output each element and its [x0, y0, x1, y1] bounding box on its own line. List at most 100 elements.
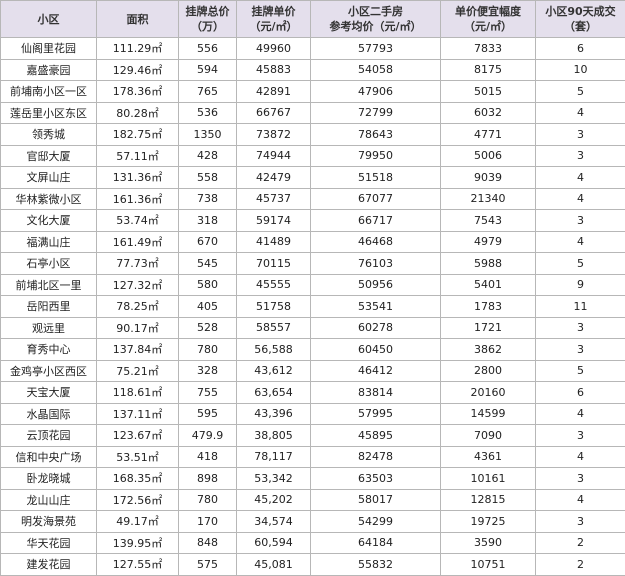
table-cell: 3: [535, 144, 625, 167]
header-text: （万）: [191, 20, 224, 33]
table-cell: 5006: [440, 144, 536, 167]
table-cell: 670: [178, 230, 237, 253]
table-cell: 45737: [236, 187, 311, 210]
header-cell: 挂牌总价 （万）: [178, 0, 237, 38]
table-row: 龙山山庄 172.56㎡ 780 45,202 58017 12815 4: [0, 488, 625, 511]
table-cell: 50956: [310, 273, 441, 296]
table-cell: 545: [178, 252, 237, 275]
table-cell: 63,654: [236, 381, 311, 404]
header-cell: 小区二手房 参考均价（元/㎡）: [310, 0, 441, 38]
table-cell: 2800: [440, 359, 536, 382]
table-row: 领秀城 182.75㎡ 1350 73872 78643 4771 3: [0, 123, 625, 146]
table-row: 华天花园 139.95㎡ 848 60,594 64184 3590 2: [0, 531, 625, 554]
table-cell: 765: [178, 80, 237, 103]
table-cell: 594: [178, 58, 237, 81]
table-cell: 172.56㎡: [96, 488, 179, 511]
table-row: 华林紫微小区 161.36㎡ 738 45737 67077 21340 4: [0, 187, 625, 210]
table-cell: 4: [535, 402, 625, 425]
header-text: 小区: [37, 12, 60, 26]
table-cell: 73872: [236, 123, 311, 146]
table-cell: 182.75㎡: [96, 123, 179, 146]
table-cell: 华林紫微小区: [0, 187, 97, 210]
table-row: 金鸡亭小区西区 75.21㎡ 328 43,612 46412 2800 5: [0, 359, 625, 382]
table-cell: 57995: [310, 402, 441, 425]
table-cell: 90.17㎡: [96, 316, 179, 339]
table-cell: 前埔南小区一区: [0, 80, 97, 103]
table-cell: 10161: [440, 467, 536, 490]
table-cell: 7543: [440, 209, 536, 232]
table-cell: 信和中央广场: [0, 445, 97, 468]
table-cell: 78,117: [236, 445, 311, 468]
header-text: 单价便宜幅度: [455, 5, 521, 18]
table-cell: 51518: [310, 166, 441, 189]
table-body: 仙阁里花园 111.29㎡ 556 49960 57793 7833 6 嘉盛豪园 129.46…: [0, 37, 625, 576]
table-cell: 580: [178, 273, 237, 296]
table-cell: 318: [178, 209, 237, 232]
table-cell: 21340: [440, 187, 536, 210]
header-text: 小区90天成交: [545, 5, 616, 18]
table-cell: 9: [535, 273, 625, 296]
table-row: 前埔南小区一区 178.36㎡ 765 42891 47906 5015 5: [0, 80, 625, 103]
table-cell: 43,612: [236, 359, 311, 382]
header-text: 参考均价（元/㎡）: [329, 20, 422, 33]
table-cell: 536: [178, 101, 237, 124]
table-cell: 明发海景苑: [0, 510, 97, 533]
table-row: 建发花园 127.55㎡ 575 45,081 55832 10751 2: [0, 553, 625, 576]
table-cell: 848: [178, 531, 237, 554]
table-cell: 53,342: [236, 467, 311, 490]
table-cell: 5: [535, 359, 625, 382]
table-cell: 4: [535, 445, 625, 468]
table-cell: 74944: [236, 144, 311, 167]
table-row: 育秀中心 137.84㎡ 780 56,588 60450 3862 3: [0, 338, 625, 361]
table-cell: 14599: [440, 402, 536, 425]
table-cell: 131.36㎡: [96, 166, 179, 189]
header-cell: 小区90天成交 （套）: [535, 0, 625, 38]
table-cell: 金鸡亭小区西区: [0, 359, 97, 382]
table-cell: 9039: [440, 166, 536, 189]
table-cell: 34,574: [236, 510, 311, 533]
table-cell: 55832: [310, 553, 441, 576]
table-cell: 46412: [310, 359, 441, 382]
table-cell: 42891: [236, 80, 311, 103]
header-cell: 小区: [0, 0, 97, 38]
table-cell: 官邸大厦: [0, 144, 97, 167]
table-cell: 3: [535, 123, 625, 146]
header-text: （套）: [564, 20, 597, 33]
table-cell: 53.74㎡: [96, 209, 179, 232]
table-cell: 72799: [310, 101, 441, 124]
table-cell: 755: [178, 381, 237, 404]
header-text: 面积: [126, 12, 149, 26]
table-cell: 479.9: [178, 424, 237, 447]
table-cell: 4361: [440, 445, 536, 468]
table-row: 石亭小区 77.73㎡ 545 70115 76103 5988 5: [0, 252, 625, 275]
header-row: 小区 面积 挂牌总价 （万） 挂牌单价 （元/㎡） 小区二手房 参考均价（元/㎡） 单价便宜幅度…: [0, 0, 625, 38]
table-cell: 556: [178, 37, 237, 60]
table-cell: 58017: [310, 488, 441, 511]
table-cell: 3: [535, 209, 625, 232]
table-cell: 4: [535, 488, 625, 511]
table-cell: 558: [178, 166, 237, 189]
table-cell: 领秀城: [0, 123, 97, 146]
table-cell: 嘉盛豪园: [0, 58, 97, 81]
table-cell: 118.61㎡: [96, 381, 179, 404]
table-cell: 127.32㎡: [96, 273, 179, 296]
table-cell: 4: [535, 166, 625, 189]
table-cell: 75.21㎡: [96, 359, 179, 382]
table-cell: 3: [535, 467, 625, 490]
table-cell: 20160: [440, 381, 536, 404]
table-row: 仙阁里花园 111.29㎡ 556 49960 57793 7833 6: [0, 37, 625, 60]
table-cell: 6: [535, 381, 625, 404]
table-cell: 53541: [310, 295, 441, 318]
table-cell: 1783: [440, 295, 536, 318]
table-cell: 139.95㎡: [96, 531, 179, 554]
header-text: 挂牌总价: [185, 5, 230, 18]
header-cell: 单价便宜幅度 （元/㎡）: [440, 0, 536, 38]
table-cell: 莲岳里小区东区: [0, 101, 97, 124]
table-cell: 41489: [236, 230, 311, 253]
table-cell: 428: [178, 144, 237, 167]
table-cell: 建发花园: [0, 553, 97, 576]
table-cell: 56,588: [236, 338, 311, 361]
table-row: 文屏山庄 131.36㎡ 558 42479 51518 9039 4: [0, 166, 625, 189]
table-cell: 45555: [236, 273, 311, 296]
